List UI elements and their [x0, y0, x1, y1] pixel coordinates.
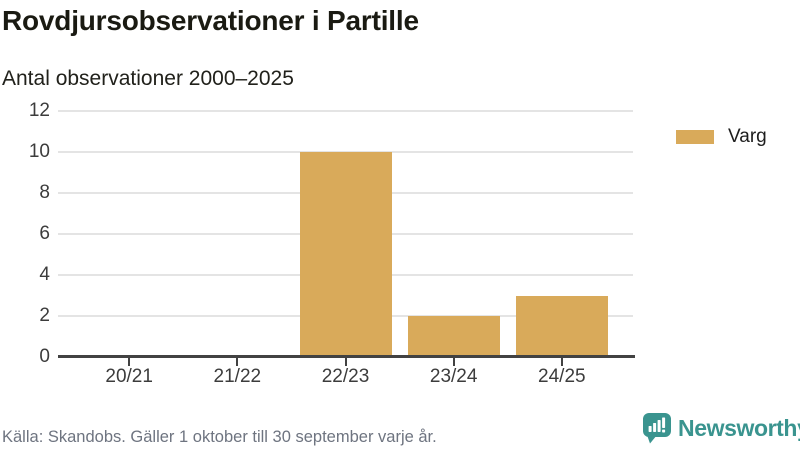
x-tick-24/25	[560, 358, 563, 366]
bar-23/24	[407, 316, 500, 357]
legend: Varg	[676, 126, 767, 148]
y-tick-label-8: 8	[39, 182, 50, 203]
y-tick-label-4: 4	[39, 264, 50, 285]
source-text: Källa: Skandobs. Gäller 1 oktober till 3…	[2, 428, 437, 446]
bar-24/25	[515, 295, 608, 357]
newsworthy-brand: Newsworthy	[643, 413, 800, 444]
x-tick-23/24	[452, 358, 455, 366]
y-tick-label-0: 0	[39, 346, 50, 367]
bar-22/23	[299, 152, 392, 357]
y-tick-label-6: 6	[39, 223, 50, 244]
y-tick-label-10: 10	[28, 141, 50, 162]
legend-swatch-varg	[676, 130, 714, 144]
newsworthy-chart-bubble-icon	[643, 413, 671, 444]
x-tick-label-23/24: 23/24	[429, 366, 478, 387]
x-tick-22/23	[344, 358, 347, 366]
chart-subtitle: Antal observationer 2000–2025	[2, 67, 294, 90]
y-tick-label-2: 2	[39, 305, 50, 326]
x-tick-21/22	[236, 358, 239, 366]
x-tick-label-21/22: 21/22	[213, 366, 262, 387]
y-tick-label-12: 12	[28, 100, 50, 121]
legend-label: Varg	[728, 126, 767, 147]
x-tick-20/21	[128, 358, 131, 366]
x-tick-label-20/21: 20/21	[105, 366, 153, 387]
x-axis-line	[58, 355, 635, 358]
gridline-12	[58, 110, 633, 112]
x-tick-label-22/23: 22/23	[321, 366, 370, 387]
x-tick-label-24/25: 24/25	[538, 366, 586, 387]
brand-name: Newsworthy	[678, 415, 800, 441]
chart-title: Rovdjursobservationer i Partille	[2, 5, 419, 36]
